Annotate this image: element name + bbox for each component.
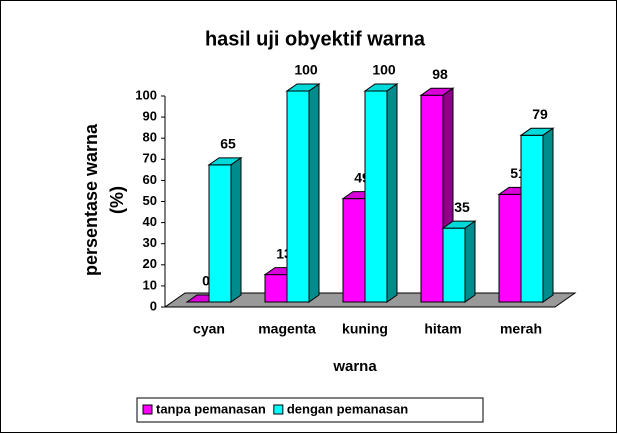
y-tick-label: 90 xyxy=(143,109,157,124)
legend-swatch xyxy=(142,404,153,415)
chart-title: hasil uji obyektif warna xyxy=(205,28,426,50)
bar xyxy=(441,220,477,303)
y-tick-label: 30 xyxy=(143,235,157,250)
bar-front xyxy=(342,198,366,303)
x-tick-label: magenta xyxy=(258,321,316,337)
data-label: 0 xyxy=(202,273,210,289)
x-axis-label: warna xyxy=(332,358,377,375)
data-label: 79 xyxy=(532,106,548,122)
bar xyxy=(519,127,555,303)
y-tick-label: 80 xyxy=(143,130,157,145)
legend-label: dengan pemanasan xyxy=(287,401,408,416)
y-tick-label: 0 xyxy=(150,298,157,313)
data-label: 100 xyxy=(372,62,396,78)
data-label: 100 xyxy=(294,62,318,78)
y-tick-label: 40 xyxy=(143,214,157,229)
bar xyxy=(207,156,243,303)
bar-side xyxy=(230,156,242,303)
legend-swatch xyxy=(273,404,284,415)
bar xyxy=(363,83,399,303)
bar-side xyxy=(464,220,476,303)
y-axis-label: persentase warna xyxy=(81,123,101,276)
y-tick-label: 100 xyxy=(135,87,157,102)
y-tick-label: 70 xyxy=(143,151,157,166)
y-tick-label: 10 xyxy=(143,277,157,292)
x-tick-label: kuning xyxy=(342,321,388,337)
x-tick-label: hitam xyxy=(424,321,461,337)
data-label: 98 xyxy=(432,66,448,82)
y-axis-label: (%) xyxy=(107,186,127,214)
data-label: 35 xyxy=(454,199,470,215)
bar-front xyxy=(286,90,310,303)
bar-front xyxy=(208,164,232,303)
bar-side xyxy=(386,83,398,303)
y-tick-label: 60 xyxy=(143,172,157,187)
bar-front xyxy=(520,134,544,303)
bar-front xyxy=(420,94,444,303)
x-tick-label: cyan xyxy=(193,321,225,337)
bar-front xyxy=(264,274,288,303)
y-tick-label: 50 xyxy=(143,193,157,208)
bar-front xyxy=(364,90,388,303)
bar-front xyxy=(498,193,522,303)
bar-side xyxy=(308,83,320,303)
x-tick-label: merah xyxy=(500,321,542,337)
legend-box xyxy=(136,397,484,423)
legend-label: tanpa pemanasan xyxy=(156,401,266,416)
bar xyxy=(285,83,321,303)
y-tick-label: 20 xyxy=(143,256,157,271)
data-label: 65 xyxy=(220,136,236,152)
bar-side xyxy=(542,127,554,303)
bar-front xyxy=(442,227,466,303)
